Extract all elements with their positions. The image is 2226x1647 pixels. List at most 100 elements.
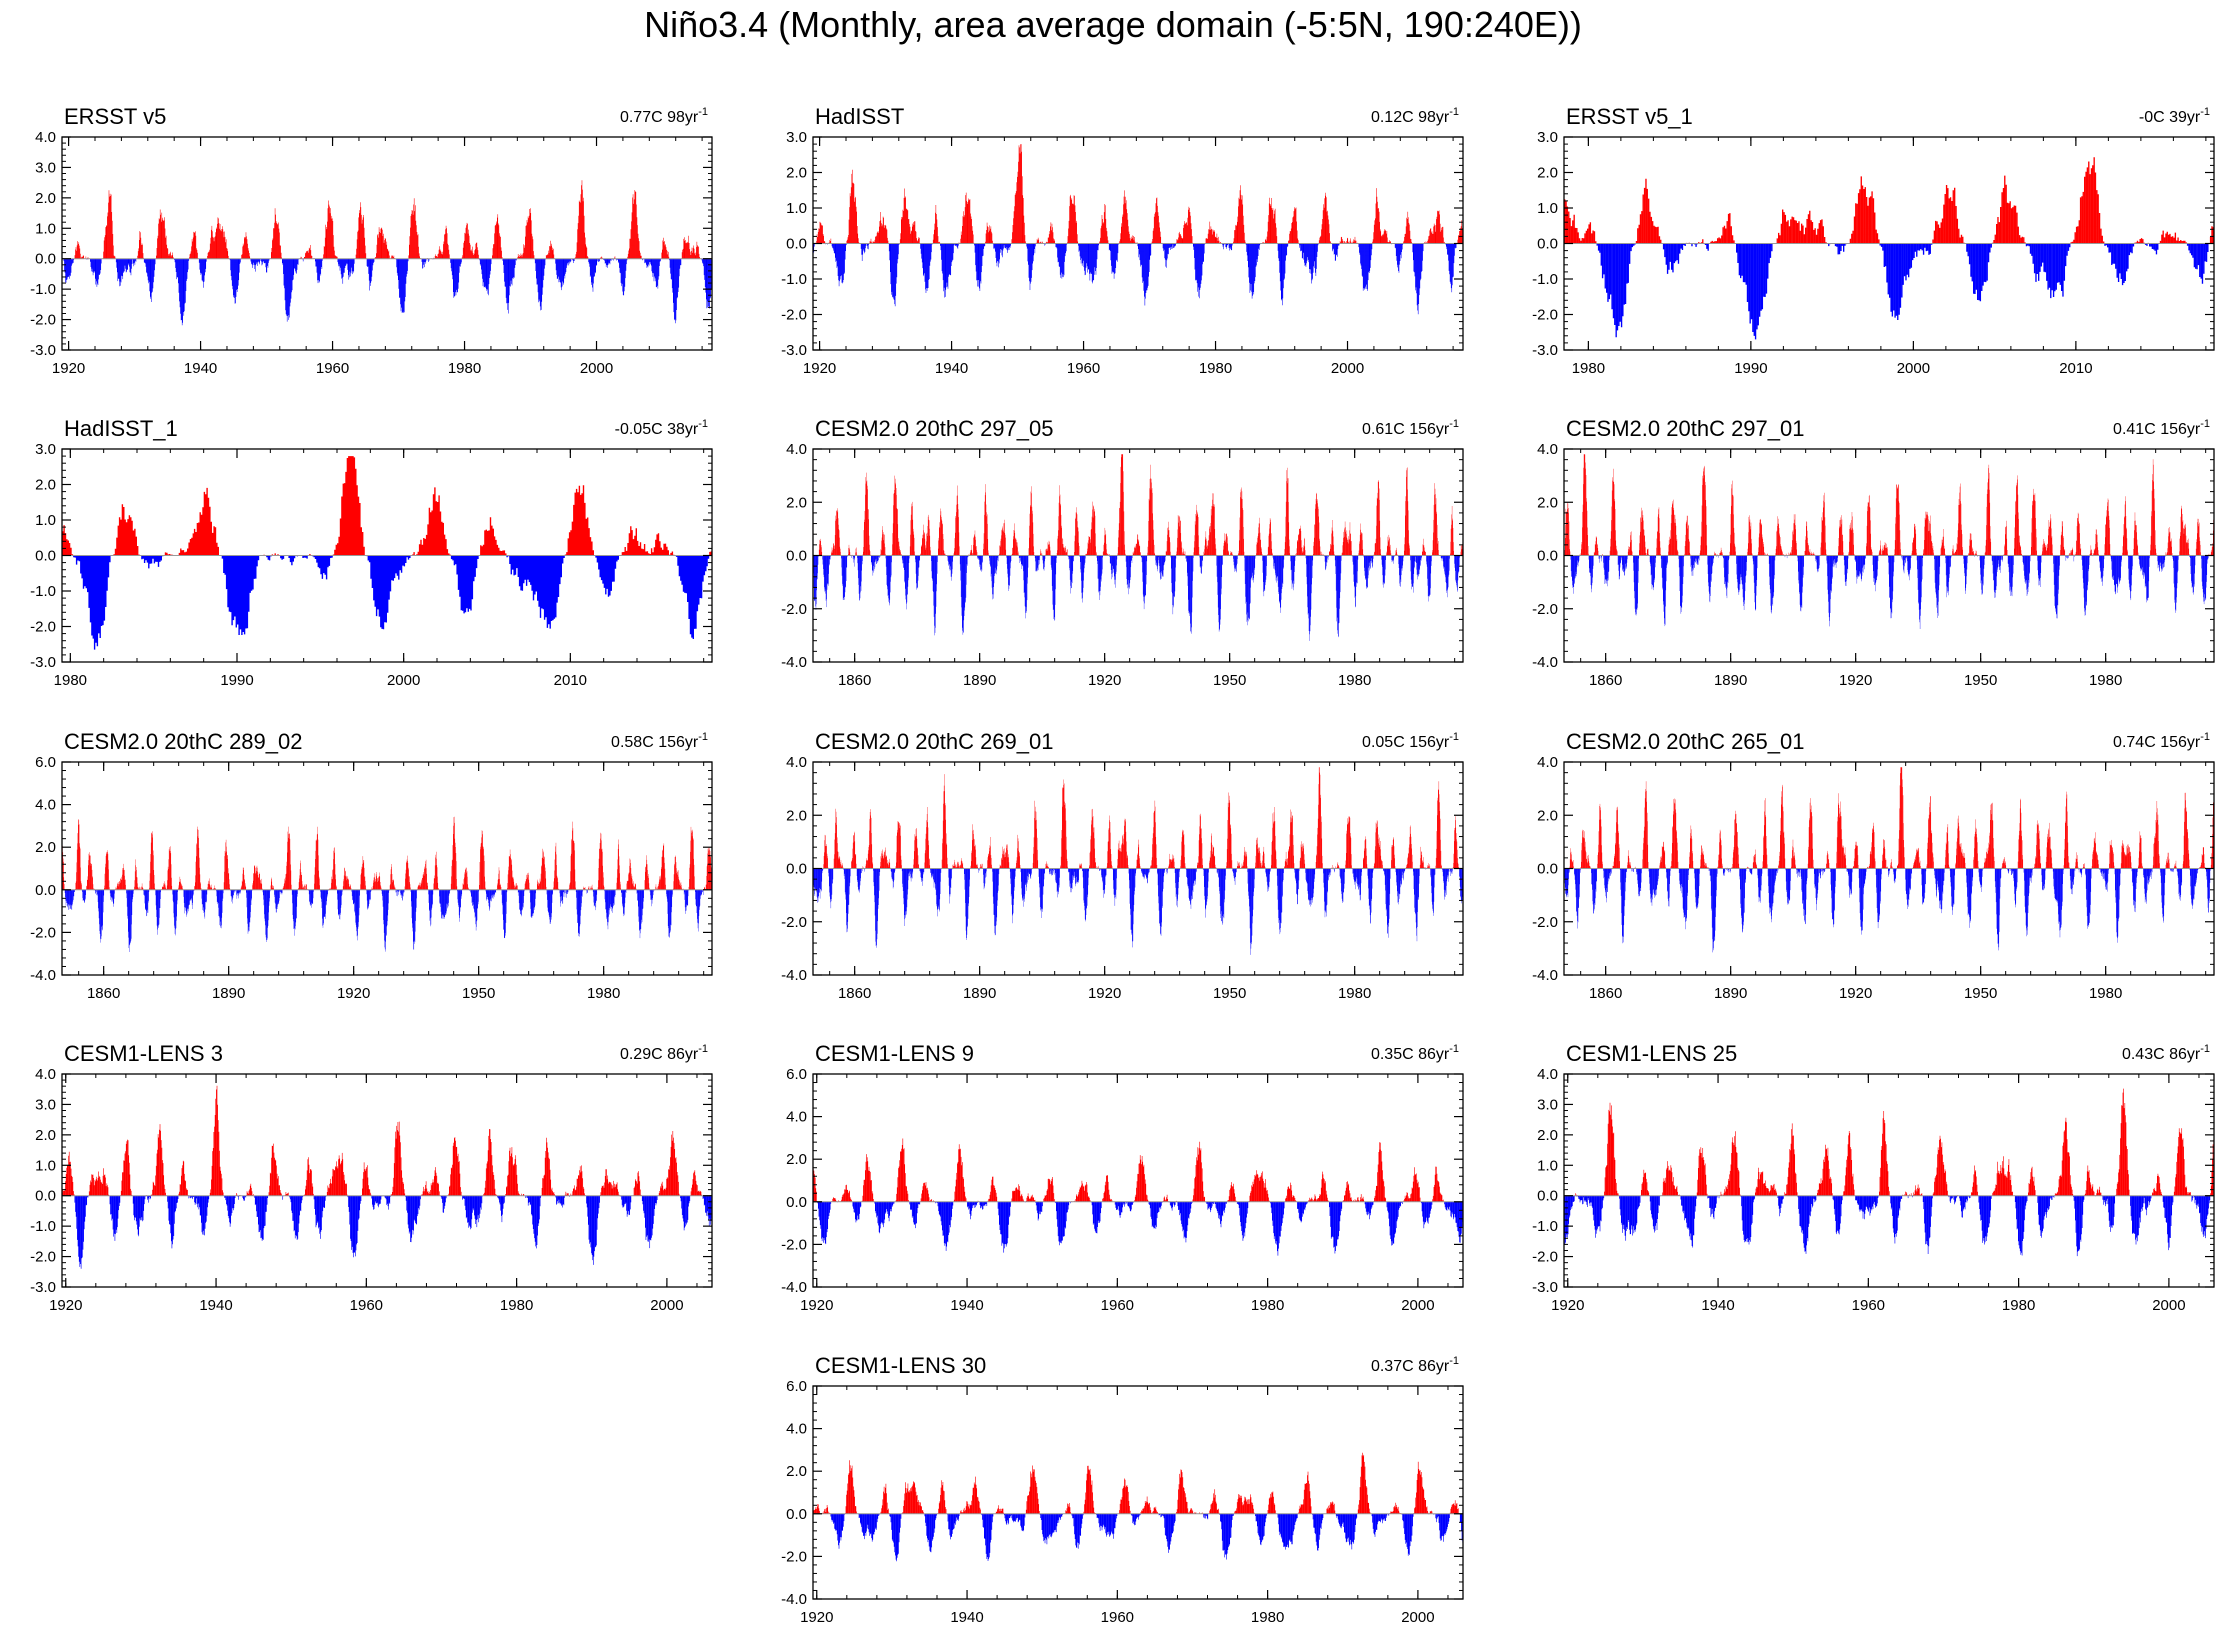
x-tick-label: 1950 [1213, 985, 1246, 1002]
negative-anomaly-area [813, 555, 1460, 641]
y-tick-label: 4.0 [1537, 1066, 1558, 1083]
x-tick-label: 1950 [1964, 672, 1997, 689]
x-tick-label: 1950 [1964, 985, 1997, 1002]
x-tick-label: 1940 [950, 1297, 983, 1314]
x-tick-label: 1980 [1338, 985, 1371, 1002]
y-tick-label: 4.0 [1537, 754, 1558, 771]
y-tick-label: 0.0 [35, 882, 56, 899]
y-tick-label: 2.0 [786, 807, 807, 824]
x-tick-label: 1920 [1551, 1297, 1584, 1314]
y-tick-label: 2.0 [786, 1151, 807, 1168]
y-tick-label: 2.0 [786, 1463, 807, 1480]
y-tick-label: -2.0 [1532, 1249, 1558, 1266]
panel-title: CESM1-LENS 30 [815, 1353, 986, 1378]
plot-frame [61, 761, 713, 976]
x-tick-label: 1980 [1199, 360, 1232, 377]
panel-title: CESM2.0 20thC 297_01 [1566, 416, 1805, 441]
chart-panel-6: 4.0 2.0 0.0 -2.0 -4.0 1860 1890 1920 1950 1980 CES… [1532, 416, 2215, 689]
x-tick-label: 2000 [580, 360, 613, 377]
y-tick-label: 0.0 [786, 548, 807, 565]
y-tick-label: -2.0 [781, 1236, 807, 1253]
y-tick-label: -2.0 [1532, 601, 1558, 618]
y-tick-label: -2.0 [781, 1548, 807, 1565]
x-tick-label: 1980 [2002, 1297, 2035, 1314]
trend-label: 0.74C 156yr-1 [2113, 731, 2210, 751]
panel-title: HadISST [815, 104, 904, 129]
y-tick-label: -1.0 [30, 281, 56, 298]
figure-title: Niño3.4 (Monthly, area average domain (-… [644, 4, 1582, 45]
x-tick-label: 1860 [838, 985, 871, 1002]
y-tick-label: -3.0 [30, 1279, 56, 1296]
y-tick-label: 3.0 [35, 441, 56, 458]
y-tick-label: -1.0 [30, 1218, 56, 1235]
chart-panel-8: 4.0 2.0 0.0 -2.0 -4.0 1860 1890 1920 1950 1980 CES… [781, 729, 1464, 1002]
plot-frame [812, 1385, 1464, 1600]
negative-anomaly-area [1564, 1195, 2211, 1257]
x-tick-label: 1990 [220, 672, 253, 689]
trend-label: 0.29C 86yr-1 [620, 1043, 708, 1063]
x-tick-label: 1980 [500, 1297, 533, 1314]
trend-label: 0.43C 86yr-1 [2122, 1043, 2210, 1063]
y-tick-label: 0.0 [786, 861, 807, 878]
x-tick-label: 1960 [1101, 1609, 1134, 1626]
x-tick-label: 1980 [54, 672, 87, 689]
panel-title: CESM1-LENS 25 [1566, 1041, 1737, 1066]
trend-label: 0.77C 98yr-1 [620, 106, 708, 126]
x-tick-label: 1960 [1067, 360, 1100, 377]
y-tick-label: -3.0 [30, 654, 56, 671]
y-tick-label: -2.0 [781, 914, 807, 931]
y-tick-label: 1.0 [35, 1157, 56, 1174]
y-tick-label: 2.0 [35, 839, 56, 856]
panel-title: ERSST v5_1 [1566, 104, 1693, 129]
x-tick-label: 1950 [462, 985, 495, 1002]
positive-anomaly-area [823, 767, 1460, 869]
x-tick-label: 1980 [1572, 360, 1605, 377]
positive-anomaly-area [62, 456, 712, 556]
y-tick-label: 4.0 [35, 797, 56, 814]
y-tick-label: 2.0 [35, 190, 56, 207]
x-tick-label: 2010 [554, 672, 587, 689]
x-tick-label: 1920 [337, 985, 370, 1002]
y-tick-label: 4.0 [35, 1066, 56, 1083]
plot-frame [61, 136, 713, 351]
y-tick-label: 1.0 [1537, 200, 1558, 217]
x-tick-label: 1890 [1714, 672, 1747, 689]
chart-panel-9: 4.0 2.0 0.0 -2.0 -4.0 1860 1890 1920 1950 1980 CES… [1532, 729, 2215, 1002]
x-tick-label: 2000 [1401, 1297, 1434, 1314]
y-tick-label: 2.0 [1537, 165, 1558, 182]
y-tick-label: 0.0 [1537, 1188, 1558, 1205]
negative-anomaly-area [830, 1513, 1464, 1562]
negative-anomaly-area [1596, 243, 2209, 340]
y-tick-label: -4.0 [781, 654, 807, 671]
y-tick-label: 6.0 [786, 1378, 807, 1395]
x-tick-label: 2000 [387, 672, 420, 689]
panel-title: CESM2.0 20thC 297_05 [815, 416, 1054, 441]
panel-title: CESM2.0 20thC 289_02 [64, 729, 303, 754]
x-tick-label: 1980 [1251, 1297, 1284, 1314]
x-tick-label: 1940 [199, 1297, 232, 1314]
y-tick-label: -1.0 [1532, 271, 1558, 288]
x-tick-label: 1960 [316, 360, 349, 377]
x-tick-label: 1980 [1251, 1609, 1284, 1626]
x-tick-label: 1860 [1589, 672, 1622, 689]
x-tick-label: 1920 [800, 1297, 833, 1314]
y-tick-label: 2.0 [35, 477, 56, 494]
y-tick-label: 0.0 [1537, 236, 1558, 253]
negative-anomaly-area [817, 1201, 1464, 1256]
x-tick-label: 1890 [963, 985, 996, 1002]
trend-label: 0.12C 98yr-1 [1371, 106, 1459, 126]
y-tick-label: 1.0 [35, 512, 56, 529]
y-tick-label: 4.0 [1537, 441, 1558, 458]
x-tick-label: 1980 [587, 985, 620, 1002]
panel-title: HadISST_1 [64, 416, 178, 441]
panel-title: CESM2.0 20thC 269_01 [815, 729, 1054, 754]
x-tick-label: 1980 [2089, 985, 2122, 1002]
x-tick-label: 1980 [1338, 672, 1371, 689]
y-tick-label: 0.0 [1537, 548, 1558, 565]
x-tick-label: 1920 [1839, 985, 1872, 1002]
y-tick-label: 0.0 [1537, 861, 1558, 878]
trend-label: 0.05C 156yr-1 [1362, 731, 1459, 751]
